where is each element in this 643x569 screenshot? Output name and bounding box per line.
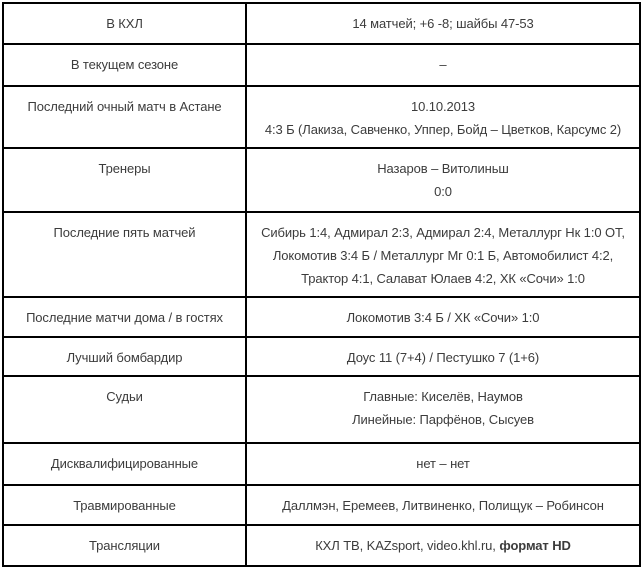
row-label-text: Последний очный матч в Астане: [27, 99, 222, 114]
row-value-current-season: –: [247, 45, 639, 85]
value-segment: КХЛ ТВ, KAZsport, video.khl.ru,: [315, 538, 500, 553]
table-row-coaches: Тренеры Назаров – Витолиньш 0:0: [4, 149, 639, 213]
row-value-line: Сибирь 1:4, Адмирал 2:3, Адмирал 2:4, Ме…: [261, 225, 625, 286]
row-label-last-home-away: Последние матчи дома / в гостях: [4, 298, 247, 336]
row-label-text: Травмированные: [73, 498, 176, 513]
row-value-last-five-matches: Сибирь 1:4, Адмирал 2:3, Адмирал 2:4, Ме…: [247, 213, 639, 296]
row-label-last-match-astana: Последний очный матч в Астане: [4, 87, 247, 147]
row-value-line: 4:3 Б (Лакиза, Савченко, Уппер, Бойд – Ц…: [264, 122, 622, 137]
row-label-current-season: В текущем сезоне: [4, 45, 247, 85]
row-label-referees: Судьи: [4, 377, 247, 442]
table-row-last-five-matches: Последние пять матчей Сибирь 1:4, Адмирал…: [4, 213, 639, 298]
table-row-khl: В КХЛ 14 матчей; +6 -8; шайбы 47-53: [4, 4, 639, 45]
row-value-line: 0:0: [434, 184, 452, 199]
table-row-broadcasts: Трансляции КХЛ ТВ, KAZsport, video.khl.ru…: [4, 526, 639, 565]
row-value-line: Линейные: Парфёнов, Сысуев: [352, 412, 534, 427]
row-label-text: Лучший бомбардир: [66, 350, 183, 365]
row-value-referees: Главные: Киселёв, Наумов Линейные: Парфён…: [247, 377, 639, 442]
row-label-text: Трансляции: [89, 538, 160, 553]
row-value-line: Доус 11 (7+4) / Пестушко 7 (1+6): [346, 350, 540, 365]
table-row-injured: Травмированные Даллмэн, Еремеев, Литвинен…: [4, 486, 639, 526]
row-value-line: Назаров – Витолиньш: [377, 161, 509, 176]
row-value-last-home-away: Локомотив 3:4 Б / ХК «Сочи» 1:0: [247, 298, 639, 336]
table-row-last-match-astana: Последний очный матч в Астане 10.10.2013 4…: [4, 87, 639, 149]
row-label-last-five-matches: Последние пять матчей: [4, 213, 247, 296]
row-value-line: –: [439, 57, 447, 72]
row-value-disqualified: нет – нет: [247, 444, 639, 484]
row-value-top-scorer: Доус 11 (7+4) / Пестушко 7 (1+6): [247, 338, 639, 375]
row-value-line: Локомотив 3:4 Б / ХК «Сочи» 1:0: [346, 310, 540, 325]
table-row-current-season: В текущем сезоне –: [4, 45, 639, 87]
value-segment-bold: формат HD: [499, 538, 571, 553]
row-label-text: Последние матчи дома / в гостях: [26, 310, 223, 325]
row-label-disqualified: Дисквалифицированные: [4, 444, 247, 484]
table-row-referees: Судьи Главные: Киселёв, Наумов Линейные: П…: [4, 377, 639, 444]
table-row-last-home-away: Последние матчи дома / в гостях Локомотив…: [4, 298, 639, 338]
row-value-line: нет – нет: [416, 456, 470, 471]
row-label-khl: В КХЛ: [4, 4, 247, 43]
row-label-text: Судьи: [106, 389, 143, 404]
row-value-broadcasts: КХЛ ТВ, KAZsport, video.khl.ru, формат H…: [247, 526, 639, 565]
row-label-injured: Травмированные: [4, 486, 247, 524]
row-value-line: Главные: Киселёв, Наумов: [363, 389, 523, 404]
row-value-line: КХЛ ТВ, KAZsport, video.khl.ru, формат H…: [259, 534, 627, 557]
row-label-text: Дисквалифицированные: [50, 456, 199, 471]
row-label-coaches: Тренеры: [4, 149, 247, 211]
row-value-last-match-astana: 10.10.2013 4:3 Б (Лакиза, Савченко, Уппер…: [247, 87, 639, 147]
row-label-text: Тренеры: [98, 161, 151, 176]
row-label-text: В текущем сезоне: [70, 57, 179, 72]
row-label-text: В КХЛ: [106, 16, 143, 31]
row-label-top-scorer: Лучший бомбардир: [4, 338, 247, 375]
table-row-disqualified: Дисквалифицированные нет – нет: [4, 444, 639, 486]
row-value-khl: 14 матчей; +6 -8; шайбы 47-53: [247, 4, 639, 43]
row-label-text: Последние пять матчей: [53, 225, 196, 240]
row-label-broadcasts: Трансляции: [4, 526, 247, 565]
row-value-injured: Даллмэн, Еремеев, Литвиненко, Полищук – …: [247, 486, 639, 524]
row-value-line: 14 матчей; +6 -8; шайбы 47-53: [352, 16, 534, 31]
row-value-coaches: Назаров – Витолиньш 0:0: [247, 149, 639, 211]
table-row-top-scorer: Лучший бомбардир Доус 11 (7+4) / Пестушко…: [4, 338, 639, 377]
row-value-line: 10.10.2013: [410, 99, 476, 114]
row-value-line: Даллмэн, Еремеев, Литвиненко, Полищук – …: [282, 498, 604, 513]
